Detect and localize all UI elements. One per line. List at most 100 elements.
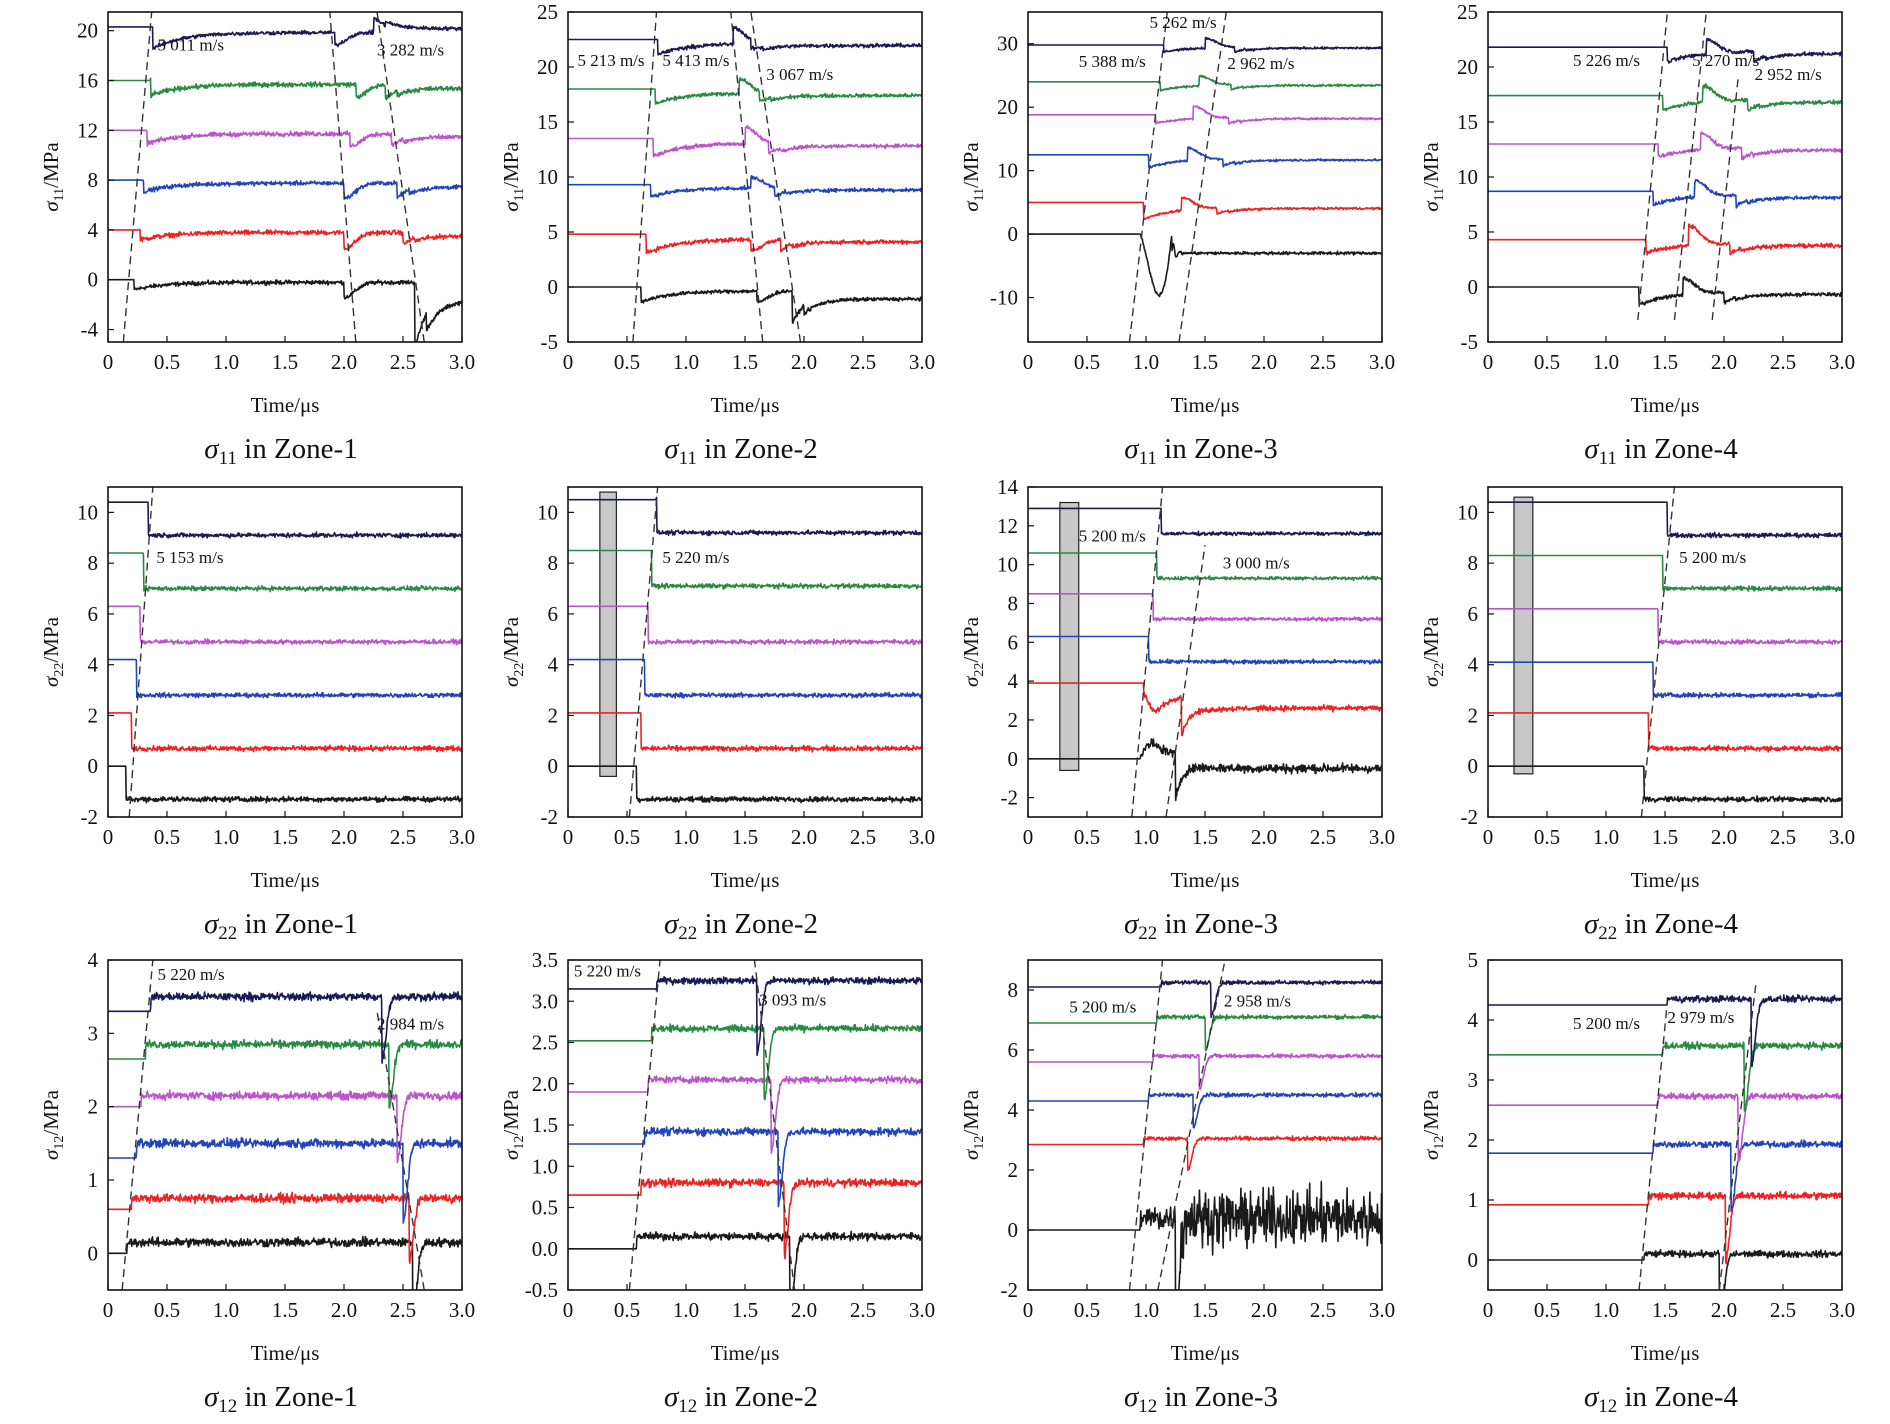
y-tick-label: 30 [997,32,1018,56]
x-tick-label: 2.0 [1711,350,1737,374]
series-line [1488,501,1842,539]
wave-front-line [628,960,661,1290]
y-tick-label: 0 [88,268,99,292]
x-tick-label: 1.0 [673,350,699,374]
y-tick-label: 4 [1008,1098,1019,1122]
velocity-label: 2 952 m/s [1755,65,1822,84]
chart-panel: 5 200 m/s3 000 m/s0 0.5 1.0 1.5 2.0 2.5 3.0-20… [959,475,1395,944]
y-tick-label: 2 [1468,703,1479,727]
y-axis-label: σ11/MPa [499,142,527,212]
x-tick-label: 2.0 [1251,1298,1277,1322]
velocity-label: 3 067 m/s [766,65,833,84]
chart-panel: 5 262 m/s 5 388 m/s 2 962 m/s 0 0.5 1.0 1.5 2.0… [959,11,1395,469]
y-tick-label: 2 [548,703,559,727]
x-tick-label: 1.5 [732,1298,758,1322]
chart-panel: 5 200 m/s0 0.5 1.0 1.5 2.0 2.5 3.0-20246810σ22… [1419,486,1855,944]
y-tick-label: 2 [1008,708,1019,732]
x-tick-label: 1.0 [1133,825,1159,849]
y-tick-label: 4 [1008,669,1019,693]
y-tick-label: 4 [548,653,559,677]
series-line [108,129,462,148]
y-tick-label: 20 [1457,55,1478,79]
panel-caption: σ12 in Zone-4 [1584,1381,1739,1417]
y-tick-label: 8 [88,168,99,192]
y-tick-label: 5 [1468,948,1479,972]
x-tick-label: 3.0 [1369,825,1395,849]
series-line [108,605,462,646]
velocity-label: 5 213 m/s [577,51,644,70]
wave-front-line [128,487,154,817]
y-tick-label: 10 [537,500,558,524]
y-axis-label: σ12/MPa [499,1089,527,1160]
x-tick-label: 2.5 [1310,1298,1336,1322]
series-line [1488,1190,1842,1265]
y-axis-label: σ11/MPa [959,142,987,212]
wave-front-line [632,12,658,342]
wave-front-line [1128,960,1164,1290]
y-axis-label: σ12/MPa [959,1089,987,1160]
x-tick-label: 0.5 [614,350,640,374]
series-line [568,1074,922,1154]
series-line [108,1191,462,1264]
plot-frame [107,11,463,343]
panel-caption: σ11 in Zone-2 [664,433,817,469]
y-axis-label: σ12/MPa [1419,1089,1447,1160]
series-line [568,1230,922,1290]
x-tick-label: 3.0 [449,1298,475,1322]
y-tick-label: 3.5 [532,948,558,972]
velocity-label: 5 220 m/s [574,962,641,981]
x-axis-label: Time/μs [711,393,780,417]
x-axis-label: Time/μs [1171,868,1240,892]
x-tick-label: 3.0 [909,1298,935,1322]
x-tick-label: 1.0 [213,350,239,374]
y-tick-label: -10 [990,286,1018,310]
traces [108,991,462,1290]
y-tick-label: 4 [88,653,99,677]
x-tick-label: 0 [1023,350,1034,374]
series-line [568,1126,922,1208]
y-tick-label: 8 [1008,978,1019,1002]
x-tick-label: 0.5 [154,1298,180,1322]
y-tick-label: 6 [1468,602,1479,626]
series-line [1488,37,1842,64]
plot-frame [567,486,923,818]
velocity-label: 5 200 m/s [1069,998,1136,1017]
y-axis-label: σ22/MPa [499,616,527,687]
x-tick-label: 0 [103,825,114,849]
y-tick-label: 1.5 [532,1113,558,1137]
x-tick-label: 3.0 [909,350,935,374]
x-tick-label: 2.0 [1251,350,1277,374]
series-line [568,1023,922,1101]
x-tick-label: 1.5 [1652,350,1678,374]
series-line [1488,994,1842,1068]
series-line [108,765,462,804]
chart-panel: 5 200 m/s 2 958 m/s0 0.5 1.0 1.5 2.0 2.5 3.0-20… [959,959,1395,1417]
panel-caption: σ22 in Zone-3 [1124,908,1278,944]
series-line [1028,552,1382,582]
y-tick-label: -2 [81,805,99,829]
plot-frame [1487,11,1843,343]
series-line [108,228,462,251]
x-tick-label: 2.0 [791,1298,817,1322]
y-tick-label: -2 [1001,1278,1019,1302]
y-tick-label: 4 [88,218,99,242]
x-tick-label: 1.5 [1652,1298,1678,1322]
panel-caption: σ12 in Zone-1 [204,1381,358,1417]
y-tick-label: 2 [88,703,99,727]
x-tick-label: 0 [563,350,574,374]
wave-front-line [1178,12,1227,342]
y-tick-label: 1 [88,1168,99,1192]
velocity-label: 5 388 m/s [1079,52,1146,71]
series-line [1028,1135,1382,1172]
x-tick-label: 3.0 [1369,1298,1395,1322]
x-axis-label: Time/μs [1631,393,1700,417]
y-tick-label: 10 [997,553,1018,577]
x-tick-label: 1.0 [213,1298,239,1322]
y-tick-label: 3 [88,1021,99,1045]
y-tick-label: 20 [537,55,558,79]
traces [1488,501,1842,804]
velocity-label: 5 011 m/s [158,36,224,55]
y-tick-label: 2.5 [532,1031,558,1055]
